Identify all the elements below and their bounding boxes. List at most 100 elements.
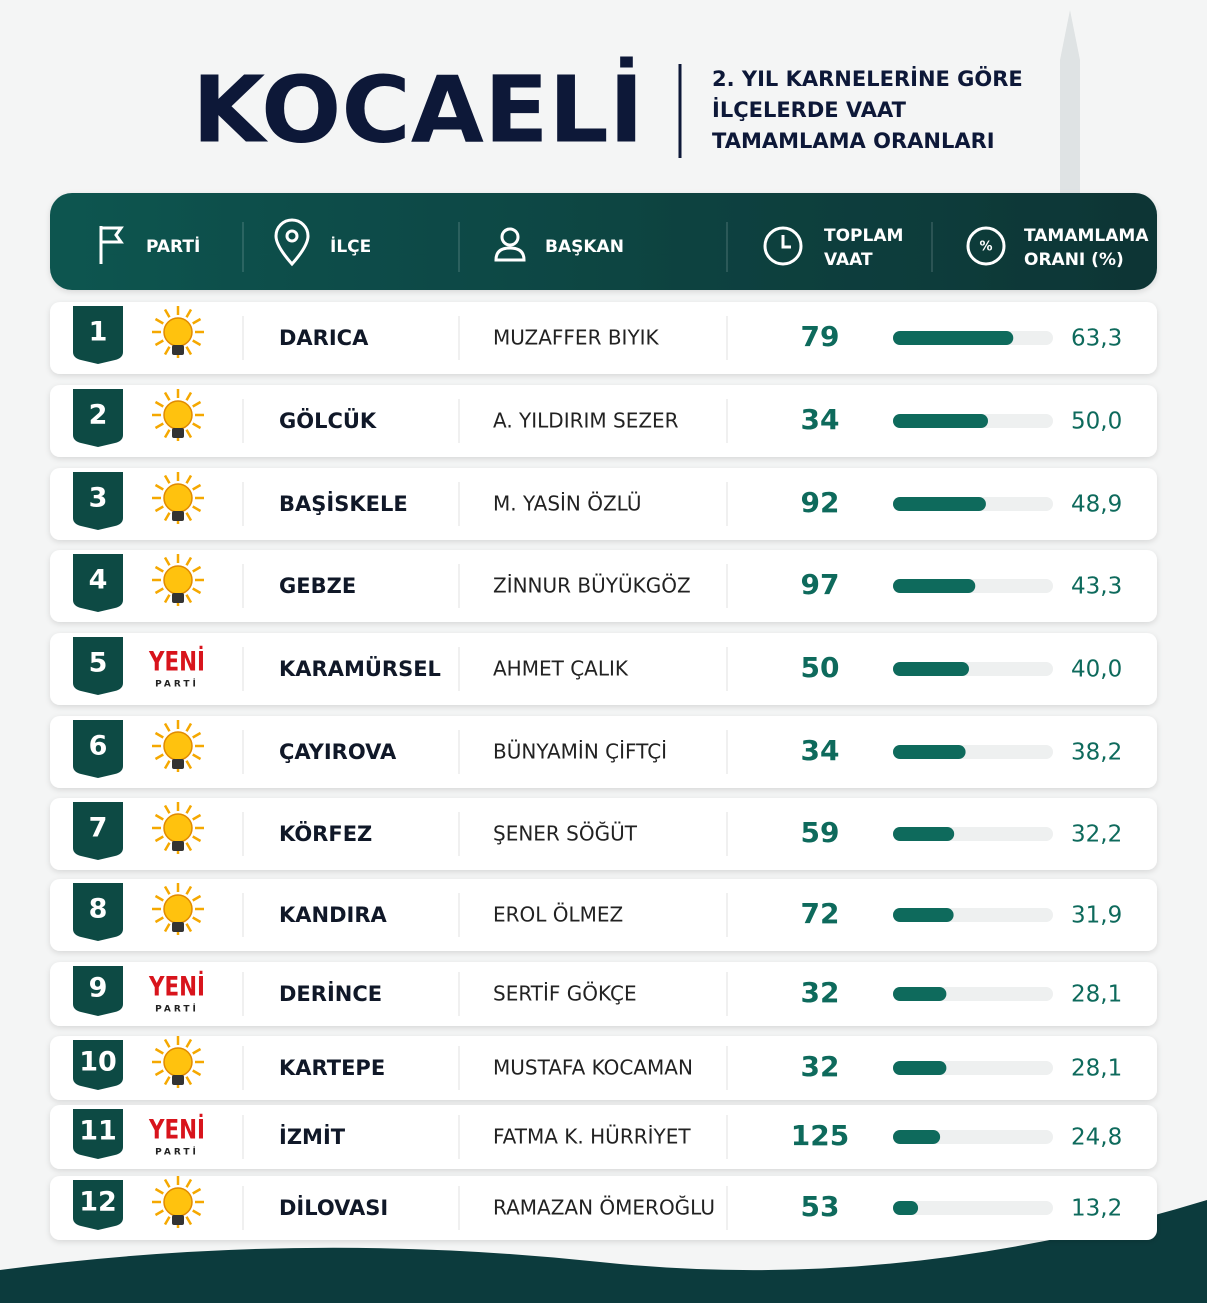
rate-bar xyxy=(893,1061,947,1075)
rate-bar xyxy=(893,987,947,1001)
rank: 10 xyxy=(79,1047,117,1078)
district: ÇAYIROVA xyxy=(279,740,397,764)
subtitle-line: TAMAMLAMA ORANLARI xyxy=(712,129,995,153)
rank: 12 xyxy=(79,1187,117,1218)
bulb-ray xyxy=(192,422,202,430)
bulb-base xyxy=(172,511,184,521)
bulb-ray xyxy=(163,1216,171,1226)
bulb-ray xyxy=(192,400,202,408)
header-icons xyxy=(99,218,1006,267)
district: DİLOVASI xyxy=(279,1195,388,1220)
party-name: YENİ xyxy=(148,971,205,1003)
bulb-base xyxy=(172,841,184,851)
rate-bar xyxy=(893,1201,919,1215)
bulb-ray xyxy=(192,1069,202,1077)
bulb-ray xyxy=(192,1209,202,1217)
bulb-ray xyxy=(154,483,164,491)
bulb-ray xyxy=(163,804,171,814)
bulb-ray xyxy=(185,1038,193,1048)
bulb-ray xyxy=(185,923,193,933)
bulb-ray xyxy=(163,722,171,732)
column-header: İLÇE xyxy=(330,235,371,257)
bulb xyxy=(163,400,193,430)
mayor: A. YILDIRIM SEZER xyxy=(493,409,679,433)
bulb-ray xyxy=(192,1047,202,1055)
bulb-ray xyxy=(163,1038,171,1048)
rank: 4 xyxy=(89,565,108,596)
bulb-ray xyxy=(192,483,202,491)
rank-badge xyxy=(73,1040,123,1090)
bulb-ray xyxy=(163,1076,171,1086)
bulb-ray xyxy=(163,594,171,604)
party-logo-bulb xyxy=(152,389,204,441)
promises: 92 xyxy=(801,486,840,519)
party-name: YENİ xyxy=(148,1114,205,1146)
bulb-ray xyxy=(154,400,164,408)
bulb-ray xyxy=(192,894,202,902)
rank: 7 xyxy=(89,813,108,844)
party-name: YENİ xyxy=(148,646,205,678)
bulb-ray xyxy=(154,813,164,821)
rate: 32,2 xyxy=(1071,822,1122,848)
bulb-ray xyxy=(163,923,171,933)
bulb-ray xyxy=(163,885,171,895)
bulb-ray xyxy=(192,317,202,325)
rate-bar xyxy=(893,414,988,428)
bulb-ray xyxy=(154,505,164,513)
rank: 6 xyxy=(89,731,108,762)
bulb-ray xyxy=(185,804,193,814)
bulb-ray xyxy=(185,474,193,484)
bulb-ray xyxy=(185,1216,193,1226)
bulb-ray xyxy=(154,894,164,902)
bulb-ray xyxy=(154,1187,164,1195)
mayor: AHMET ÇALIK xyxy=(493,657,629,681)
bulb-ray xyxy=(192,813,202,821)
mayor: RAMAZAN ÖMEROĞLU xyxy=(493,1196,715,1220)
bulb-ray xyxy=(192,339,202,347)
promises: 32 xyxy=(801,1050,840,1083)
bulb-ray xyxy=(154,1047,164,1055)
row-card xyxy=(50,879,1157,951)
rate: 40,0 xyxy=(1071,657,1122,683)
bulb-ray xyxy=(192,1187,202,1195)
rank: 3 xyxy=(89,483,108,514)
rank-badge xyxy=(73,966,123,1016)
bulb-ray xyxy=(192,505,202,513)
bulb-ray xyxy=(154,1209,164,1217)
bulb-ray xyxy=(185,722,193,732)
promises: 97 xyxy=(801,568,840,601)
bulb-ray xyxy=(154,587,164,595)
promises: 34 xyxy=(801,734,840,767)
column-header: BAŞKAN xyxy=(545,237,624,257)
rank: 9 xyxy=(89,973,108,1004)
rank-badge xyxy=(73,637,123,695)
bulb-ray xyxy=(154,565,164,573)
mayor: FATMA K. HÜRRİYET xyxy=(493,1125,691,1149)
promises: 53 xyxy=(801,1190,840,1223)
rate-bar xyxy=(893,662,969,676)
promises: 50 xyxy=(801,651,840,684)
bulb-ray xyxy=(154,317,164,325)
rate: 28,1 xyxy=(1071,1056,1122,1082)
party-logo-bulb xyxy=(152,554,204,606)
bulb-base xyxy=(172,593,184,603)
row-card xyxy=(50,468,1157,540)
subtitle-line: İLÇELERDE VAAT xyxy=(712,97,907,122)
bulb-ray xyxy=(192,835,202,843)
bulb xyxy=(163,1187,193,1217)
bulb-ray xyxy=(192,916,202,924)
promises: 59 xyxy=(801,816,840,849)
bulb xyxy=(163,1047,193,1077)
rank-badge xyxy=(73,802,123,860)
bulb-ray xyxy=(154,339,164,347)
bulb xyxy=(163,565,193,595)
row-card xyxy=(50,550,1157,622)
bulb xyxy=(163,483,193,513)
rank: 8 xyxy=(89,894,108,925)
bulb-ray xyxy=(185,512,193,522)
rate-bar xyxy=(893,579,976,593)
rank-badge xyxy=(73,554,123,612)
rate: 38,2 xyxy=(1071,740,1122,766)
party-logo-bulb xyxy=(152,306,204,358)
